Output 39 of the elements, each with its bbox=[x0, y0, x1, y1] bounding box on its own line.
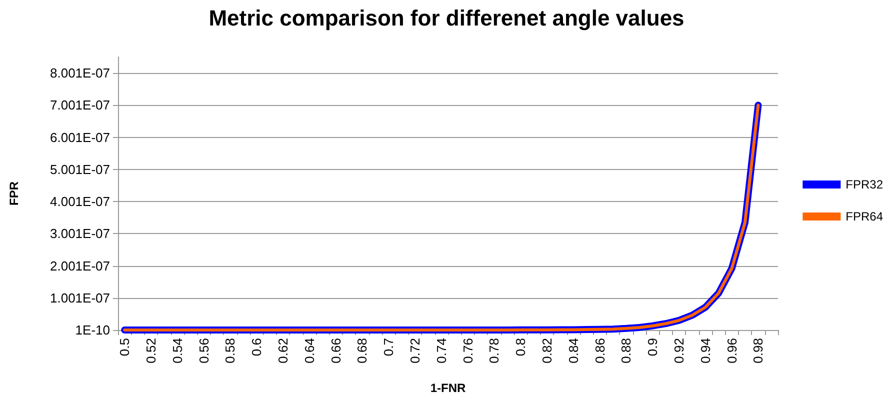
x-tick-label: 0.62 bbox=[276, 338, 290, 364]
x-tick-label: 0.74 bbox=[434, 338, 449, 364]
x-tick-label: 0.58 bbox=[222, 338, 238, 364]
y-tick-label: 3.001E-07 bbox=[50, 226, 110, 242]
chart-title: Metric comparison for differenet angle values bbox=[208, 6, 684, 30]
x-tick-label: 0.9 bbox=[645, 338, 660, 356]
x-tick-label: 0.8 bbox=[513, 338, 528, 356]
x-tick-label: 0.98 bbox=[750, 338, 766, 364]
x-tick-label: 0.78 bbox=[486, 338, 502, 364]
x-tick-label: 0.72 bbox=[408, 338, 422, 364]
x-tick-label: 0.88 bbox=[618, 338, 634, 364]
y-tick-label: 1.001E-07 bbox=[50, 290, 110, 306]
y-tick-label: 2.001E-07 bbox=[50, 258, 110, 274]
x-tick-label: 0.76 bbox=[460, 338, 476, 364]
legend-label: FPR64 bbox=[846, 210, 884, 224]
x-tick-label: 0.92 bbox=[672, 338, 686, 364]
x-tick-label: 0.96 bbox=[724, 338, 740, 364]
x-tick-label: 0.5 bbox=[117, 338, 132, 356]
y-tick-label: 5.001E-07 bbox=[50, 162, 110, 177]
x-tick-label: 0.6 bbox=[249, 338, 264, 356]
x-tick-label: 0.86 bbox=[592, 338, 608, 364]
x-tick-label: 0.52 bbox=[144, 338, 158, 364]
x-tick-label: 0.66 bbox=[328, 338, 344, 364]
y-tick-label: 1E-10 bbox=[75, 322, 110, 338]
y-axis-title: FPR bbox=[7, 181, 21, 206]
x-tick-label: 0.7 bbox=[381, 338, 396, 356]
x-axis-title: 1-FNR bbox=[430, 381, 466, 395]
legend-label: FPR32 bbox=[846, 178, 884, 192]
x-tick-label: 0.56 bbox=[196, 338, 212, 364]
y-tick-label: 8.001E-07 bbox=[50, 66, 110, 81]
x-tick-label: 0.94 bbox=[698, 338, 713, 364]
x-tick-label: 0.82 bbox=[540, 338, 554, 364]
x-tick-label: 0.68 bbox=[354, 338, 370, 364]
x-tick-label: 0.54 bbox=[170, 338, 185, 364]
x-tick-label: 0.84 bbox=[566, 338, 581, 364]
y-tick-label: 4.001E-07 bbox=[50, 194, 110, 210]
y-tick-label: 6.001E-07 bbox=[50, 130, 110, 145]
x-tick-label: 0.64 bbox=[302, 338, 317, 364]
y-tick-label: 7.001E-07 bbox=[50, 98, 110, 113]
